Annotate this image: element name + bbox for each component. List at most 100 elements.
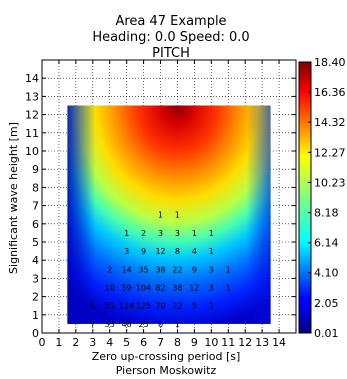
occurrence-label: 125: [136, 302, 151, 311]
contour-field-right-shade: [246, 105, 271, 324]
occurrence-label: 1: [192, 229, 197, 238]
occurrence-label: 25: [139, 320, 149, 329]
colorbar-tick-label: 2.05: [314, 297, 339, 310]
occurrence-label: 2: [107, 265, 112, 274]
y-tick-label: 7: [32, 200, 39, 213]
occurrence-label: 7: [90, 320, 95, 329]
occurrence-label: 3: [209, 284, 214, 293]
x-axis: 0 1 2 3 4 5 6 7 8 9 10 11 12 13 14: [39, 60, 286, 349]
occurrence-label: 8: [175, 247, 180, 256]
occurrence-label: 1: [158, 211, 163, 220]
occurrence-label: 1: [209, 302, 214, 311]
y-tick-label: 5: [32, 236, 39, 249]
occurrence-label: 104: [136, 284, 151, 293]
y-tick-label: 3: [32, 272, 39, 285]
x-axis-label: Zero up-crossing period [s]: [92, 350, 241, 363]
occurrence-label: 5: [90, 302, 95, 311]
occurrence-label: 3: [175, 229, 180, 238]
occurrence-label: 38: [172, 284, 182, 293]
title-line-2: Heading: 0.0 Speed: 0.0: [92, 30, 249, 45]
occurrence-label: 33: [105, 320, 115, 329]
x-tick-label: 9: [191, 336, 198, 349]
occurrence-label: 12: [155, 247, 165, 256]
x-tick-label: 11: [221, 336, 235, 349]
occurrence-label: 59: [122, 284, 132, 293]
colorbar-tick-label: 12.27: [314, 146, 346, 159]
colorbar-gradient: [298, 61, 312, 334]
y-tick-label: 9: [32, 163, 39, 176]
colorbar-tick-label: 6.14: [314, 237, 339, 250]
contour-field: [67, 105, 271, 324]
y-tick-label: 14: [25, 72, 39, 85]
occurrence-label: 38: [155, 265, 165, 274]
occurrence-label: 1: [226, 284, 231, 293]
occurrence-label: 35: [139, 265, 149, 274]
contour-field-fill: [67, 105, 271, 324]
x-tick-label: 0: [39, 336, 46, 349]
x-tick-label: 6: [140, 336, 147, 349]
occurrence-label: 82: [155, 284, 165, 293]
x-tick-label: 12: [238, 336, 252, 349]
occurrence-label: 1: [124, 229, 129, 238]
occurrence-label: 14: [122, 265, 132, 274]
occurrence-label: 4: [192, 247, 197, 256]
occurrence-label: 55: [105, 302, 115, 311]
occurrence-label: 124: [119, 302, 134, 311]
occurrence-label: 10: [105, 284, 115, 293]
occurrence-label: 9: [192, 265, 197, 274]
x-tick-label: 13: [255, 336, 269, 349]
y-tick-label: 11: [25, 127, 39, 140]
y-tick-label: 8: [32, 181, 39, 194]
x-tick-label: 8: [174, 336, 181, 349]
occurrence-label: 9: [141, 247, 146, 256]
y-tick-label: 6: [32, 218, 39, 231]
x-tick-label: 14: [272, 336, 286, 349]
occurrence-label: 1: [175, 211, 180, 220]
x-tick-label: 1: [55, 336, 62, 349]
x-tick-label: 10: [204, 336, 218, 349]
x-tick-label: 2: [72, 336, 79, 349]
colorbar: 18.40 16.36 14.32 12.27 10.23 8.18 6.14 4.10 2.0…: [298, 56, 346, 340]
occurrence-label: 1: [209, 229, 214, 238]
plot-frame: [41, 59, 297, 334]
occurrence-label: 2: [141, 229, 146, 238]
x-tick-label: 7: [157, 336, 164, 349]
colorbar-tick-label: 4.10: [314, 267, 339, 280]
y-tick-label: 13: [25, 90, 39, 103]
occurrence-label: 1: [175, 320, 180, 329]
colorbar-tick-label: 18.40: [314, 56, 346, 69]
y-tick-label: 0: [32, 327, 39, 340]
title-line-1: Area 47 Example: [115, 14, 226, 29]
x-tick-label: 3: [89, 336, 96, 349]
contour-field-left-shade: [67, 105, 96, 324]
x-tick-label: 4: [106, 336, 113, 349]
chart-title: Area 47 Example Heading: 0.0 Speed: 0.0 …: [92, 14, 249, 61]
occurrence-label: 3: [209, 265, 214, 274]
occurrence-label: 12: [189, 284, 199, 293]
y-tick-label: 2: [32, 291, 39, 304]
x-axis-sublabel: Pierson Moskowitz: [116, 364, 217, 377]
colorbar-tick-label: 0.01: [314, 327, 339, 340]
occurrence-labels: 1 11 2 3 3 1 13 9 12 8 4 12 14 35 38 22 9 3 110 59 104 82 38 12…: [90, 211, 231, 329]
occurrence-label: 6: [158, 320, 163, 329]
title-line-3: PITCH: [152, 46, 190, 61]
y-axis-label: Significant wave height [m]: [7, 122, 20, 274]
y-tick-label: 10: [25, 145, 39, 158]
occurrence-label: 48: [122, 320, 132, 329]
y-tick-label: 4: [32, 254, 39, 267]
colorbar-ticks: 18.40 16.36 14.32 12.27 10.23 8.18 6.14 4.10 2.0…: [308, 56, 346, 340]
colorbar-tick-label: 10.23: [314, 176, 346, 189]
colorbar-tick-label: 8.18: [314, 207, 339, 220]
y-tick-label: 12: [25, 109, 39, 122]
occurrence-label: 22: [172, 265, 182, 274]
occurrence-label: 1: [226, 265, 231, 274]
occurrence-label: 5: [192, 302, 197, 311]
occurrence-label: 3: [124, 247, 129, 256]
y-tick-label: 1: [32, 309, 39, 322]
colorbar-tick-label: 14.32: [314, 116, 346, 129]
colorbar-tick-label: 16.36: [314, 86, 346, 99]
x-tick-label: 5: [123, 336, 130, 349]
occurrence-label: 22: [172, 302, 182, 311]
